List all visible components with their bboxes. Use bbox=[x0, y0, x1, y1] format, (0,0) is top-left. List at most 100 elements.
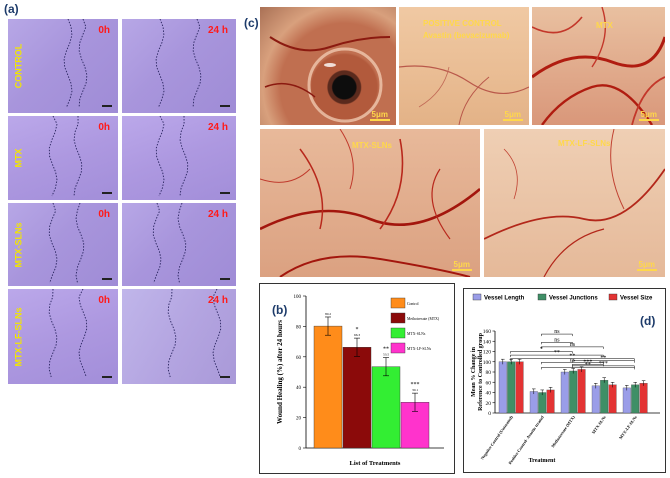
bar bbox=[498, 361, 507, 414]
legend-swatch bbox=[537, 293, 547, 301]
bar bbox=[577, 369, 586, 414]
wound-healing-chart: 0 20 40 60 80 100 80.2 66.3 * 53.5 ** 30.1 *** Contro… bbox=[259, 283, 455, 474]
significance-mark: *** bbox=[583, 359, 592, 365]
time-label: 24 h bbox=[207, 209, 228, 220]
x-axis-label: Treatment bbox=[529, 458, 556, 464]
scale-bar bbox=[102, 278, 112, 280]
wound-edges bbox=[155, 19, 202, 108]
legend-swatch bbox=[608, 293, 618, 301]
y-axis-label: Mean % Change in bbox=[471, 346, 477, 397]
wound-edges bbox=[152, 203, 187, 284]
scale-bar bbox=[102, 192, 112, 194]
mtx-cam-label: MTX bbox=[596, 21, 613, 30]
micrograph-control-0h: 0h CONTROL bbox=[7, 18, 119, 114]
legend-label: MTX-LF-SLNs bbox=[407, 347, 432, 351]
wound-edge-line bbox=[177, 203, 187, 284]
scale-bar bbox=[102, 376, 112, 378]
significance-mark: ns bbox=[554, 337, 560, 343]
cam-image-positive-control: POSITIVE CONTROL Avastin (bevacizumab) 5… bbox=[398, 6, 530, 126]
bar bbox=[371, 366, 401, 449]
y-tick-label: 100 bbox=[483, 360, 492, 366]
bar bbox=[622, 387, 631, 414]
y-tick-label: 40 bbox=[296, 386, 302, 391]
cam-image-mtx-lf-slns: MTX-LF-SLNs 5μm bbox=[483, 128, 666, 278]
time-label: 0h bbox=[98, 25, 110, 36]
data-label: 80.2 bbox=[325, 312, 331, 316]
y-tick-label: 20 bbox=[486, 401, 492, 407]
significance-mark: ns bbox=[554, 329, 560, 335]
vessel-metrics-chart: Vessel Length Vessel Junctions Vessel Size… bbox=[463, 288, 666, 473]
significance-bracket bbox=[510, 354, 604, 358]
significance-bracket bbox=[541, 346, 604, 349]
wound-edges bbox=[48, 289, 88, 378]
wound-edge-line bbox=[192, 19, 202, 108]
time-label: 0h bbox=[98, 122, 110, 133]
time-label: 0h bbox=[98, 209, 110, 220]
wound-edge-line bbox=[167, 289, 177, 378]
scale-bar bbox=[102, 105, 112, 107]
micrograph-mtx-0h: 0h MTX bbox=[7, 115, 119, 201]
significance-mark: ** bbox=[383, 347, 389, 353]
scale-bar bbox=[220, 192, 230, 194]
y-tick-label: 0 bbox=[488, 411, 491, 417]
y-axis-label: Wound Healing (%) after 24 hours bbox=[276, 320, 284, 424]
significance-mark: ** bbox=[569, 354, 575, 360]
y-axis-label: Reference to Controlled group bbox=[478, 332, 484, 410]
wound-edge-line bbox=[48, 116, 58, 197]
x-tick-label: Methotrexate (MTX) bbox=[550, 414, 576, 448]
significance-mark: *** bbox=[411, 382, 420, 388]
legend-swatch bbox=[390, 297, 406, 309]
wound-edge-line bbox=[78, 19, 88, 108]
significance-bracket bbox=[541, 362, 604, 365]
significance-bracket bbox=[572, 360, 635, 363]
wound-edge-line bbox=[152, 203, 162, 284]
panel-letter-a: (a) bbox=[4, 2, 19, 16]
treatment-row-label: MTX-LF-SLNs bbox=[13, 307, 23, 366]
significance-mark: ** bbox=[585, 362, 591, 368]
y-tick-label: 0 bbox=[299, 447, 302, 452]
scale-bar-label: 5μm bbox=[638, 110, 659, 121]
micrograph-control-24h: 24 h bbox=[121, 18, 237, 114]
bar bbox=[591, 385, 600, 414]
x-tick-label: Negative Control (Untreated) bbox=[480, 414, 515, 460]
micrograph-mtx-24h: 24 h bbox=[121, 115, 237, 201]
mtx-lf-slns-cam-label: MTX-LF-SLNs bbox=[558, 139, 611, 148]
cam-image-egg: 5μm bbox=[259, 6, 397, 126]
mtx-slns-cam-label: MTX-SLNs bbox=[352, 141, 392, 150]
x-tick-label: MTX-SLNs bbox=[591, 414, 607, 434]
avastin-label: Avastin (bevacizumab) bbox=[423, 31, 510, 40]
data-label: 53.5 bbox=[383, 353, 389, 357]
bar bbox=[538, 392, 547, 414]
cam-image-mtx: MTX 5μm bbox=[531, 6, 666, 126]
wound-edge-line bbox=[63, 19, 73, 108]
y-tick-label: 40 bbox=[486, 391, 492, 397]
scale-bar bbox=[220, 105, 230, 107]
y-tick-label: 60 bbox=[486, 380, 492, 386]
wound-edges bbox=[155, 116, 189, 197]
time-label: 24 h bbox=[207, 295, 228, 306]
micrograph-mtx-lf-slns-0h: 0h MTX-LF-SLNs bbox=[7, 288, 119, 385]
wound-edge-line bbox=[73, 116, 83, 197]
significance-bracket bbox=[510, 351, 573, 354]
wound-edge-line bbox=[48, 203, 58, 284]
wound-edge-line bbox=[212, 289, 222, 378]
significance-mark: ns bbox=[570, 357, 576, 363]
time-label: 24 h bbox=[207, 122, 228, 133]
legend-label: Methotrexate (MTX) bbox=[407, 317, 440, 321]
y-tick-label: 160 bbox=[483, 329, 492, 335]
bar bbox=[631, 384, 640, 414]
panel-letter-b: (b) bbox=[272, 303, 287, 317]
y-tick-label: 60 bbox=[296, 356, 302, 361]
significance-bracket bbox=[572, 364, 604, 367]
wound-edges bbox=[167, 289, 222, 378]
treatment-row-label: MTX bbox=[13, 148, 23, 168]
wound-edges bbox=[48, 203, 85, 284]
micrograph-mtx-slns-24h: 24 h bbox=[121, 202, 237, 287]
wound-edge-line bbox=[179, 116, 189, 197]
bar bbox=[515, 361, 524, 414]
legend-swatch bbox=[472, 293, 482, 301]
scale-bar bbox=[220, 278, 230, 280]
y-tick-label: 80 bbox=[296, 325, 302, 330]
time-label: 24 h bbox=[207, 25, 228, 36]
bar bbox=[529, 391, 538, 414]
